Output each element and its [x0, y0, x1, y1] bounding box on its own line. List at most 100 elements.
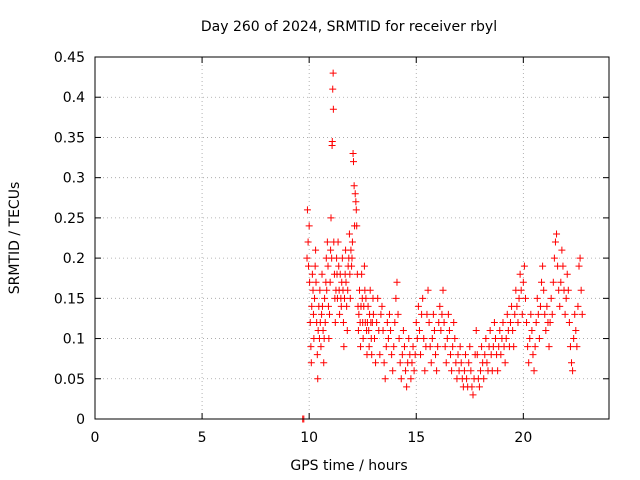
data-point [387, 327, 395, 335]
data-point [343, 327, 351, 335]
data-point [396, 359, 404, 367]
data-point [573, 343, 581, 351]
data-point [324, 302, 332, 310]
data-point [473, 351, 481, 359]
data-point [392, 294, 400, 302]
data-point [346, 270, 354, 278]
data-point [321, 318, 329, 326]
data-point [475, 383, 483, 391]
data-point [450, 318, 458, 326]
data-point [326, 310, 334, 318]
data-point [523, 318, 531, 326]
data-point [572, 327, 580, 335]
data-point [370, 335, 378, 343]
y-tick-label: 0.4 [63, 90, 85, 106]
data-point [323, 238, 331, 246]
data-point [520, 262, 528, 270]
data-point [318, 310, 326, 318]
data-point [303, 206, 311, 214]
data-point [329, 69, 337, 77]
x-tick-label: 10 [300, 430, 318, 446]
data-point [345, 230, 353, 238]
data-point [549, 278, 557, 286]
data-point [381, 375, 389, 383]
y-tick-label: 0.1 [63, 332, 85, 348]
data-point [344, 286, 352, 294]
plot-frame [94, 56, 610, 420]
data-point [427, 359, 435, 367]
data-point [521, 294, 529, 302]
data-point [343, 302, 351, 310]
data-point [578, 310, 586, 318]
data-point [561, 310, 569, 318]
data-point [456, 343, 464, 351]
data-point [442, 359, 450, 367]
data-point [338, 254, 346, 262]
data-point [350, 182, 358, 190]
data-point [524, 343, 532, 351]
data-point [574, 302, 582, 310]
data-point [511, 310, 519, 318]
data-point [403, 383, 411, 391]
data-point [575, 262, 583, 270]
data-point [425, 318, 433, 326]
data-point [308, 270, 316, 278]
data-point [483, 359, 491, 367]
data-point [525, 359, 533, 367]
data-point [383, 318, 391, 326]
data-point [481, 351, 489, 359]
data-point [448, 367, 456, 375]
data-point [490, 318, 498, 326]
data-point [323, 286, 331, 294]
x-tick-label: 15 [407, 430, 425, 446]
data-point [543, 302, 551, 310]
data-point [466, 343, 474, 351]
data-point [542, 327, 550, 335]
data-point [557, 278, 565, 286]
data-point [528, 327, 536, 335]
data-point [384, 335, 392, 343]
data-point [499, 318, 507, 326]
data-point [400, 343, 408, 351]
data-point [420, 335, 428, 343]
data-point [377, 310, 385, 318]
data-point [325, 335, 333, 343]
data-point [351, 190, 359, 198]
data-point [496, 327, 504, 335]
data-point [373, 318, 381, 326]
data-point [340, 343, 348, 351]
data-point [559, 262, 567, 270]
data-point [569, 367, 577, 375]
data-point [359, 335, 367, 343]
data-point [502, 335, 510, 343]
data-point [527, 310, 535, 318]
data-point [477, 367, 484, 375]
x-axis-label: GPS time / hours [290, 458, 407, 474]
data-point [510, 343, 518, 351]
data-point [576, 254, 584, 262]
data-point [445, 327, 453, 335]
data-point [348, 262, 356, 270]
data-point [312, 246, 320, 254]
data-point [526, 335, 534, 343]
data-point [357, 343, 365, 351]
data-point [551, 238, 559, 246]
data-point [348, 254, 356, 262]
data-point [390, 343, 398, 351]
data-point [365, 343, 373, 351]
data-point [320, 359, 328, 367]
data-point [355, 310, 363, 318]
data-point [319, 327, 327, 335]
data-point [412, 318, 420, 326]
data-point [394, 310, 402, 318]
data-point [405, 335, 413, 343]
data-point [382, 343, 390, 351]
data-point [467, 367, 475, 375]
data-point [316, 286, 324, 294]
data-point [335, 262, 343, 270]
data-point [307, 359, 315, 367]
data-point [393, 278, 401, 286]
data-point [334, 238, 342, 246]
data-point [423, 310, 431, 318]
data-point [426, 343, 434, 351]
